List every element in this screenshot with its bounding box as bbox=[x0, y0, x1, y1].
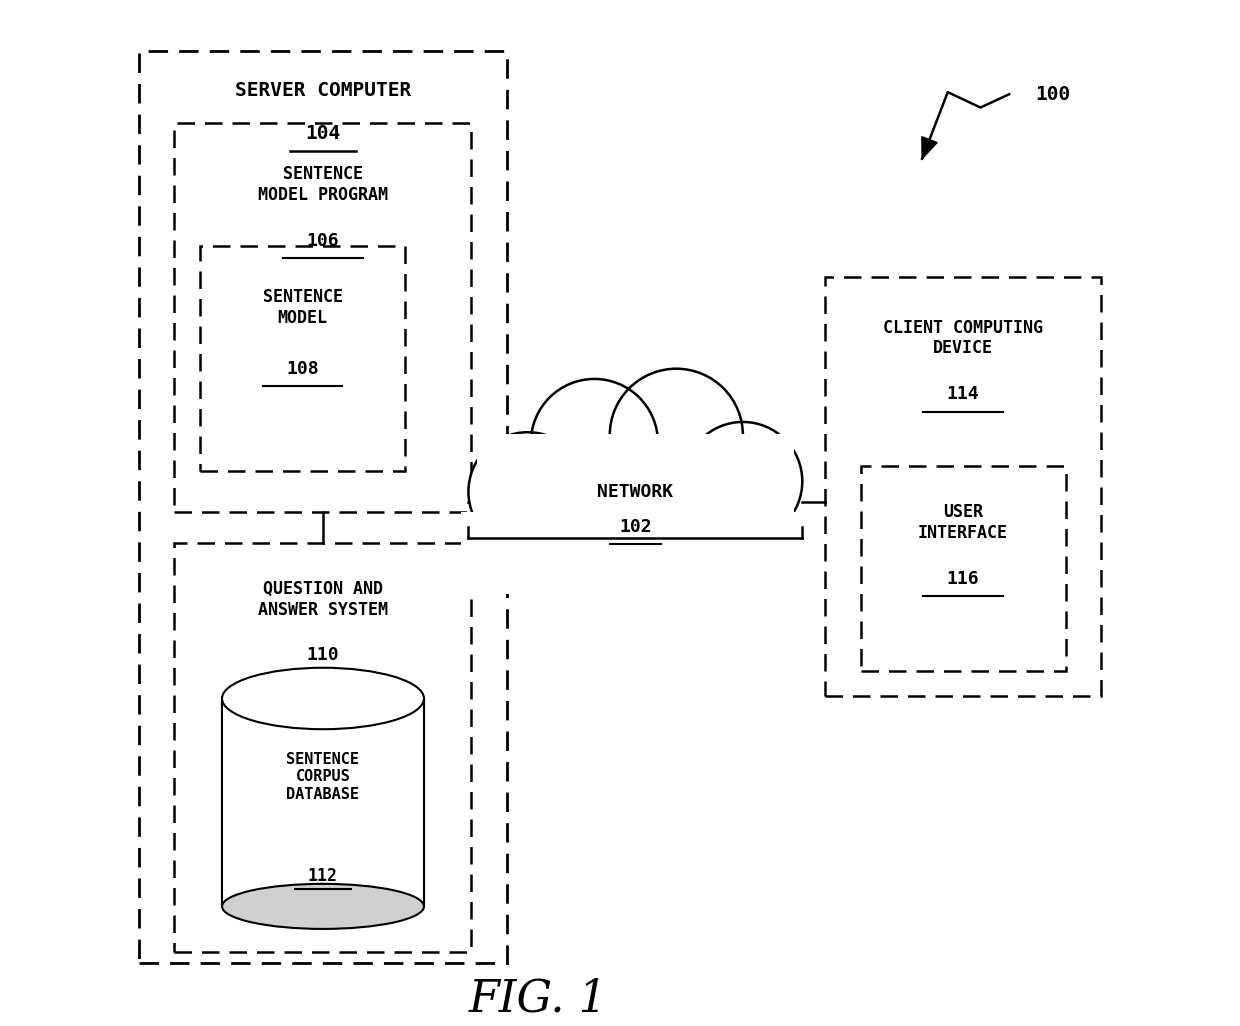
Circle shape bbox=[646, 479, 748, 582]
Polygon shape bbox=[471, 502, 800, 532]
Polygon shape bbox=[921, 136, 937, 159]
Bar bbox=[200, 246, 405, 471]
Text: 106: 106 bbox=[306, 232, 340, 249]
Text: 112: 112 bbox=[308, 867, 339, 884]
Circle shape bbox=[683, 422, 802, 541]
Text: SENTENCE
MODEL: SENTENCE MODEL bbox=[263, 288, 342, 326]
Ellipse shape bbox=[222, 883, 424, 929]
Text: USER
INTERFACE: USER INTERFACE bbox=[918, 503, 1008, 542]
Text: NETWORK: NETWORK bbox=[598, 482, 673, 501]
Bar bbox=[825, 277, 1101, 697]
Text: SENTENCE
CORPUS
DATABASE: SENTENCE CORPUS DATABASE bbox=[286, 752, 360, 801]
Text: FIG. 1: FIG. 1 bbox=[469, 977, 608, 1020]
Circle shape bbox=[610, 368, 743, 502]
Text: SERVER COMPUTER: SERVER COMPUTER bbox=[234, 81, 412, 100]
Bar bbox=[139, 51, 507, 962]
Ellipse shape bbox=[222, 668, 424, 729]
Text: 114: 114 bbox=[947, 386, 980, 403]
Text: 104: 104 bbox=[305, 124, 341, 143]
Text: CLIENT COMPUTING
DEVICE: CLIENT COMPUTING DEVICE bbox=[883, 319, 1043, 357]
Circle shape bbox=[469, 432, 588, 551]
Text: 116: 116 bbox=[947, 569, 980, 588]
Text: SENTENCE
MODEL PROGRAM: SENTENCE MODEL PROGRAM bbox=[258, 165, 388, 204]
Circle shape bbox=[531, 379, 658, 506]
Text: QUESTION AND
ANSWER SYSTEM: QUESTION AND ANSWER SYSTEM bbox=[258, 580, 388, 619]
Text: 110: 110 bbox=[306, 646, 340, 665]
Circle shape bbox=[523, 479, 625, 582]
Bar bbox=[222, 699, 424, 906]
Bar bbox=[175, 543, 471, 952]
Bar bbox=[861, 466, 1065, 671]
Bar bbox=[461, 512, 810, 594]
Text: 102: 102 bbox=[619, 518, 652, 537]
Text: 108: 108 bbox=[286, 360, 319, 378]
Bar bbox=[476, 434, 794, 537]
Text: 100: 100 bbox=[1035, 85, 1070, 104]
Bar bbox=[175, 123, 471, 512]
